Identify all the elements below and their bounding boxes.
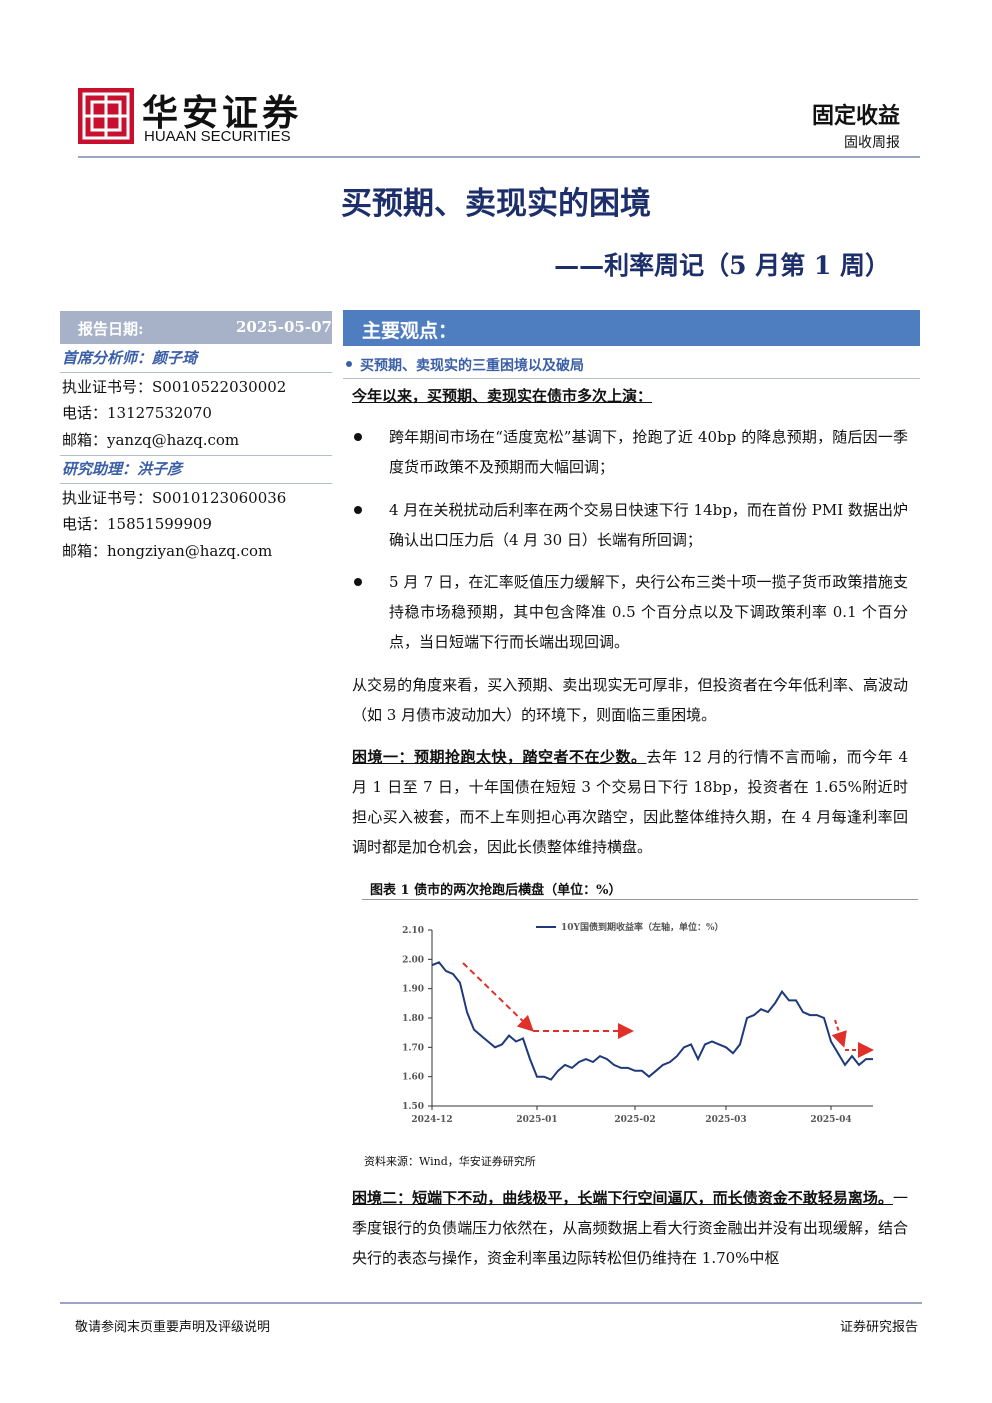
title: 买预期、卖现实的困境 bbox=[341, 186, 651, 222]
paragraph-text: 一季度银行的负债端压力依然在，从高频数据上看大行资金融出并没有出现缓解，结合央行… bbox=[352, 1189, 908, 1267]
y-tick-label: 2.00 bbox=[402, 955, 424, 965]
category: 固定收益 bbox=[811, 103, 900, 129]
bullet: 5 月 7 日，在汇率贬值压力缓解下，央行公布三类十项一揽子货币政策措施支持稳市… bbox=[389, 573, 908, 651]
date-bar bbox=[60, 311, 332, 344]
subtitle: ——利率周记（5 月第 1 周） bbox=[554, 251, 890, 280]
footer-right: 证券研究报告 bbox=[839, 1320, 918, 1335]
figure-source: 资料来源：Wind，华安证券研究所 bbox=[364, 1155, 536, 1168]
heading-bar bbox=[343, 310, 920, 346]
analyst-email: 邮箱：hongziyan@hazq.com bbox=[62, 542, 273, 560]
bullet-dot bbox=[354, 506, 362, 514]
y-tick-label: 1.60 bbox=[402, 1073, 424, 1083]
rule bbox=[343, 378, 920, 379]
analyst-phone: 电话：13127532070 bbox=[62, 404, 212, 422]
chart: 1.50 1.60 1.70 1.80 1.90 2.00 2.10 2024-12 2025-… bbox=[402, 921, 874, 1125]
figure-rule bbox=[362, 899, 918, 900]
subcategory: 固收周报 bbox=[844, 135, 900, 151]
date-label: 报告日期: bbox=[78, 320, 144, 338]
footer-rule bbox=[60, 1302, 922, 1304]
header-rule bbox=[78, 156, 920, 158]
series-line bbox=[431, 961, 873, 1081]
paragraph-text: 去年 12 月的行情不言而喻，而今年 4 月 1 日至 7 日，十年国债在短短 … bbox=[352, 748, 908, 856]
bullet: 跨年期间市场在“适度宽松”基调下，抢跑了近 40bp 的降息预期，随后因一季度货… bbox=[389, 428, 908, 476]
annotation-arrow bbox=[831, 1019, 847, 1048]
y-tick-label: 1.90 bbox=[402, 985, 424, 995]
logo-cn: 华安证券 bbox=[142, 92, 303, 134]
x-tick-label: 2025-04 bbox=[810, 1115, 851, 1125]
paragraph-lead: 困境二：短端下不动，曲线极平，长端下行空间逼仄，而长债资金不敢轻易离场。 bbox=[352, 1189, 893, 1207]
paragraph-lead: 困境一：预期抢跑太快，踏空者不在少数。 bbox=[352, 748, 647, 766]
bullet-dot bbox=[354, 433, 362, 441]
annotation-arrow bbox=[462, 962, 534, 1032]
paragraph: 困境二：短端下不动，曲线极平，长端下行空间逼仄，而长债资金不敢轻易离场。一季度银… bbox=[352, 1183, 908, 1273]
figure-title: 图表 1 债市的两次抢跑后横盘（单位：%） bbox=[370, 883, 622, 898]
paragraph-text: 从交易的角度来看，买入预期、卖出现实无可厚非，但投资者在今年低利率、高波动（如 … bbox=[352, 676, 908, 724]
legend-label: 10Y国债到期收益率（左轴，单位：%） bbox=[561, 921, 724, 933]
section-dot bbox=[346, 361, 352, 367]
bullet: 4 月在关税扰动后利率在两个交易日快速下行 14bp，而在首份 PMI 数据出炉… bbox=[389, 501, 908, 549]
y-tick-label: 1.70 bbox=[402, 1043, 424, 1053]
logo-icon bbox=[78, 88, 134, 144]
rule bbox=[60, 483, 332, 484]
y-tick-label: 2.10 bbox=[402, 926, 424, 936]
analyst-license: 执业证书号：S0010123060036 bbox=[62, 489, 287, 507]
x-tick-label: 2025-03 bbox=[705, 1115, 746, 1125]
section: 买预期、卖现实的三重困境以及破局 bbox=[360, 358, 584, 374]
analyst-role: 首席分析师：颜子琦 bbox=[62, 349, 198, 367]
paragraph: 从交易的角度来看，买入预期、卖出现实无可厚非，但投资者在今年低利率、高波动（如 … bbox=[352, 670, 908, 730]
x-tick-label: 2025-02 bbox=[614, 1115, 655, 1125]
date: 2025-05-07 bbox=[236, 318, 332, 336]
rule bbox=[60, 372, 332, 373]
heading: 主要观点： bbox=[362, 320, 458, 342]
analyst-license: 执业证书号：S0010522030002 bbox=[62, 378, 287, 396]
logo-en: HUAAN SECURITIES bbox=[144, 128, 291, 145]
analyst-phone: 电话：15851599909 bbox=[62, 515, 212, 533]
bullet-dot bbox=[354, 578, 362, 586]
footer-left: 敬请参阅末页重要声明及评级说明 bbox=[75, 1320, 271, 1335]
paragraph: 困境一：预期抢跑太快，踏空者不在少数。去年 12 月的行情不言而喻，而今年 4 … bbox=[352, 742, 908, 862]
rule bbox=[60, 455, 332, 456]
intro: 今年以来，买预期、卖现实在债市多次上演： bbox=[352, 387, 653, 405]
x-tick-label: 2025-01 bbox=[516, 1115, 557, 1125]
x-tick-label: 2024-12 bbox=[411, 1115, 452, 1125]
analyst-role: 研究助理：洪子彦 bbox=[62, 460, 183, 478]
y-tick-label: 1.80 bbox=[402, 1014, 424, 1024]
analyst-email: 邮箱：yanzq@hazq.com bbox=[62, 431, 240, 449]
y-tick-label: 1.50 bbox=[402, 1102, 424, 1112]
